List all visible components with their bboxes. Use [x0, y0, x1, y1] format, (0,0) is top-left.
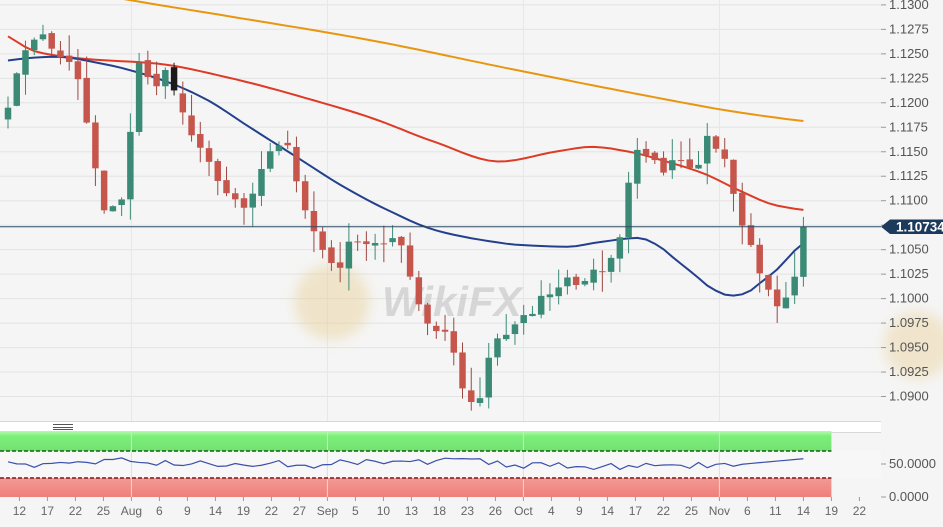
svg-text:12: 12: [13, 504, 27, 518]
svg-text:6: 6: [744, 504, 751, 518]
svg-text:Oct: Oct: [514, 504, 533, 518]
svg-text:11: 11: [769, 504, 782, 518]
svg-text:22: 22: [69, 504, 83, 518]
svg-text:19: 19: [825, 504, 839, 518]
svg-text:Nov: Nov: [709, 504, 730, 518]
svg-text:17: 17: [41, 504, 55, 518]
svg-text:22: 22: [853, 504, 867, 518]
svg-text:9: 9: [184, 504, 191, 518]
svg-text:23: 23: [461, 504, 475, 518]
svg-text:17: 17: [629, 504, 643, 518]
svg-text:19: 19: [237, 504, 251, 518]
svg-text:18: 18: [433, 504, 447, 518]
svg-text:Sep: Sep: [317, 504, 339, 518]
svg-text:14: 14: [797, 504, 811, 518]
svg-text:5: 5: [352, 504, 359, 518]
svg-text:22: 22: [265, 504, 279, 518]
svg-text:26: 26: [489, 504, 503, 518]
svg-text:0.0000: 0.0000: [889, 489, 929, 504]
svg-text:10: 10: [377, 504, 391, 518]
svg-text:14: 14: [601, 504, 615, 518]
svg-text:25: 25: [685, 504, 699, 518]
svg-text:9: 9: [576, 504, 583, 518]
svg-text:22: 22: [657, 504, 671, 518]
svg-text:50.0000: 50.0000: [889, 456, 936, 471]
svg-text:13: 13: [405, 504, 419, 518]
svg-text:14: 14: [209, 504, 223, 518]
svg-text:27: 27: [293, 504, 307, 518]
svg-text:4: 4: [548, 504, 555, 518]
svg-text:6: 6: [156, 504, 163, 518]
svg-text:Aug: Aug: [121, 504, 142, 518]
svg-text:25: 25: [97, 504, 111, 518]
